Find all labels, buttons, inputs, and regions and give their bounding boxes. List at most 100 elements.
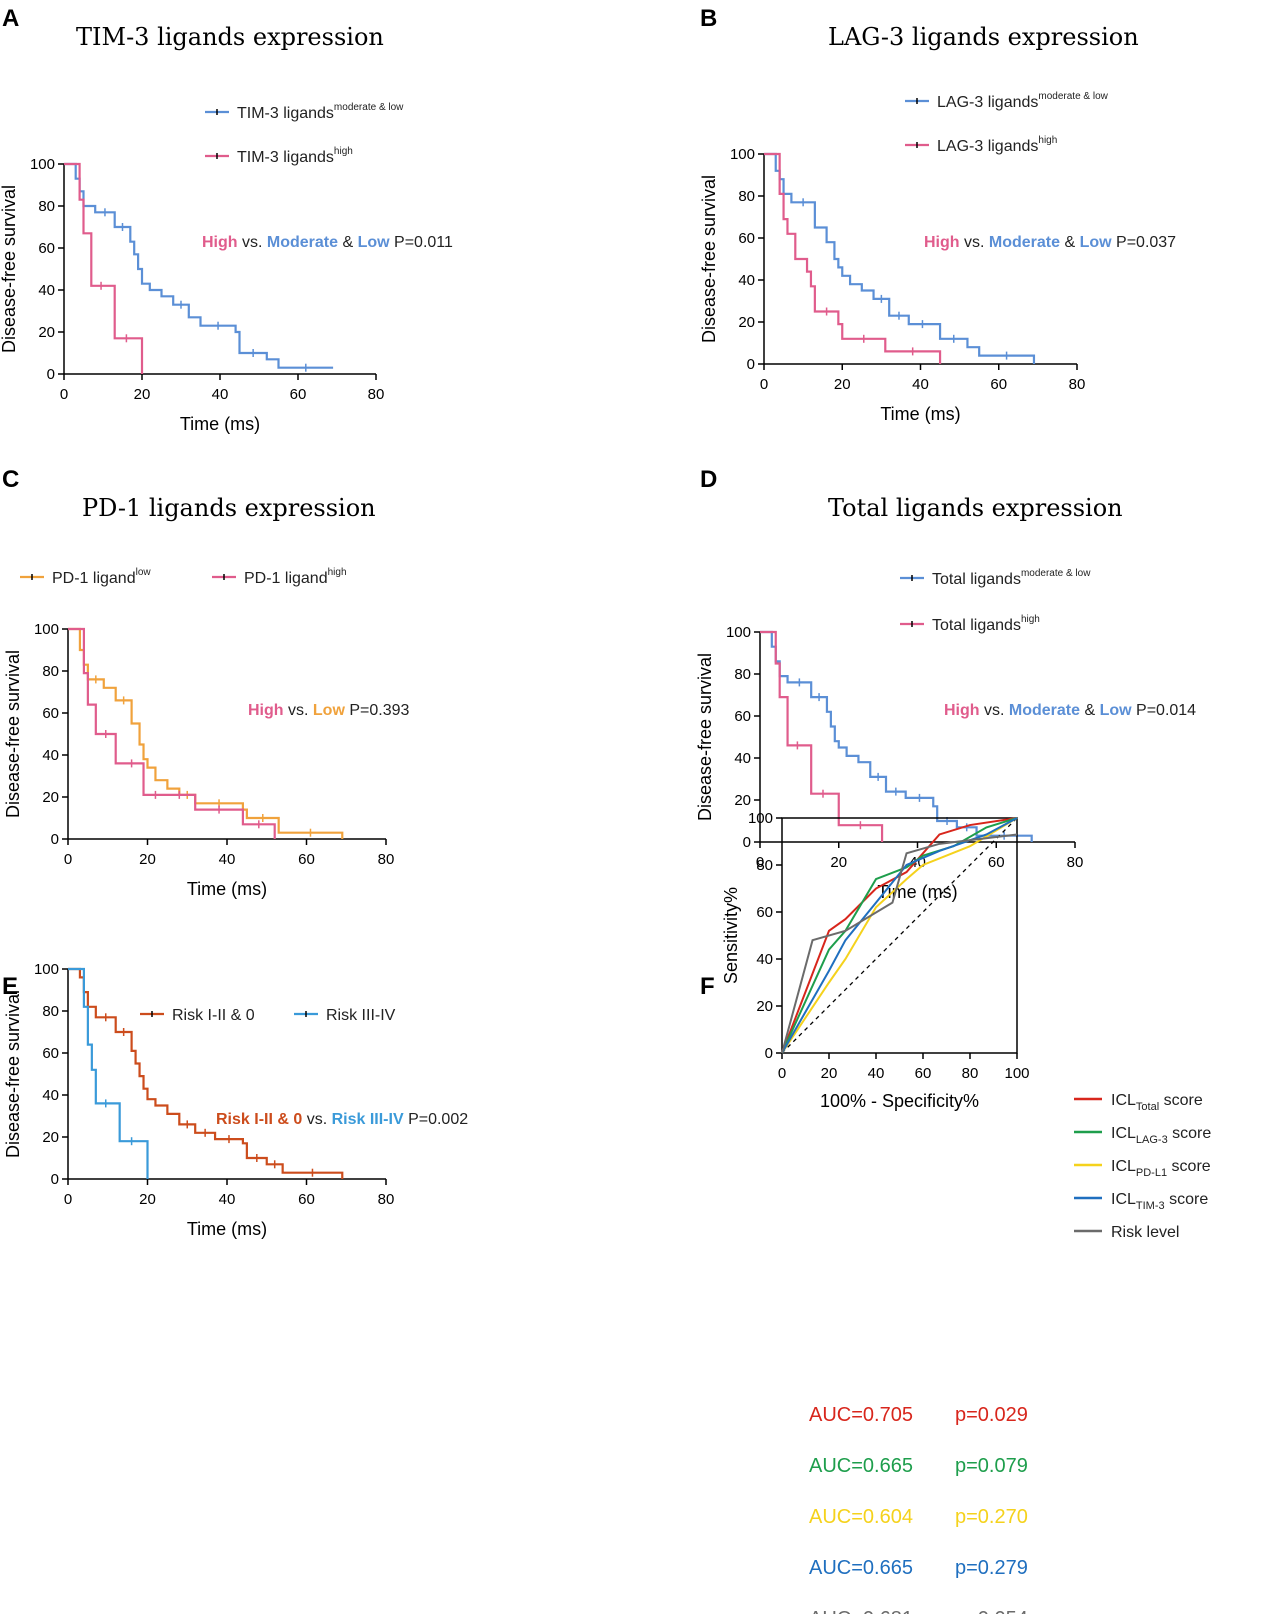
x-axis-label: Time (ms) (187, 879, 267, 899)
x-tick-label: 40 (212, 386, 229, 403)
p-value-annotation: High vs. Moderate & Low P=0.014 (944, 702, 1196, 719)
auc-value: AUC=0.705 (809, 1404, 913, 1426)
auc-value: AUC=0.665 (809, 1557, 913, 1579)
auc-p-value: p=0.279 (955, 1557, 1028, 1579)
y-tick-label: 40 (756, 951, 773, 968)
y-tick-label: 60 (756, 904, 773, 921)
x-tick-label: 80 (378, 1191, 395, 1208)
p-value-annotation: High vs. Moderate & Low P=0.037 (924, 234, 1176, 251)
x-tick-label: 80 (1069, 376, 1086, 393)
y-tick-label: 20 (42, 1129, 59, 1146)
y-tick-label: 60 (738, 230, 755, 247)
roc-curve (781, 817, 1018, 1054)
panel-B: B LAG-3 ligands expression 0 20 40 60 80 0 20 40 6… (699, 5, 1176, 424)
km-curve (64, 162, 334, 369)
km-curve (764, 152, 942, 364)
p-value-annotation: Risk I-II & 0 vs. Risk III-IV P=0.002 (216, 1111, 468, 1128)
y-axis-label: Disease-free survival (3, 990, 23, 1158)
x-tick-label: 60 (988, 854, 1005, 871)
roc-curve (781, 817, 1018, 1054)
km-curve (760, 630, 1033, 842)
y-tick-label: 0 (51, 1171, 59, 1188)
x-tick-label: 40 (868, 1065, 885, 1082)
y-axis-label: Disease-free survival (0, 185, 19, 353)
legend-label: ICLPD-L1 score (1111, 1158, 1211, 1179)
x-tick-label: 60 (990, 376, 1007, 393)
x-tick-label: 80 (378, 851, 395, 868)
chart-title: Total ligands expression (828, 494, 1123, 522)
x-tick-label: 100 (1004, 1065, 1029, 1082)
panel-letter: F (700, 973, 715, 1000)
x-tick-label: 20 (830, 854, 847, 871)
legend-label: Total ligandshigh (932, 614, 1040, 634)
y-tick-label: 20 (756, 998, 773, 1015)
x-tick-label: 0 (60, 386, 68, 403)
x-tick-label: 20 (139, 851, 156, 868)
y-tick-label: 40 (734, 750, 751, 767)
x-tick-label: 60 (298, 1191, 315, 1208)
legend-label: ICLTotal score (1111, 1092, 1203, 1113)
x-tick-label: 80 (368, 386, 385, 403)
y-tick-label: 100 (726, 624, 751, 641)
panel-letter: A (2, 5, 19, 32)
y-tick-label: 40 (42, 747, 59, 764)
x-tick-label: 40 (219, 1191, 236, 1208)
x-tick-label: 60 (915, 1065, 932, 1082)
x-tick-label: 80 (1067, 854, 1084, 871)
legend-label: Total ligandsmoderate & low (932, 568, 1091, 588)
km-curve (68, 967, 344, 1179)
y-tick-label: 100 (30, 156, 55, 173)
p-value-annotation: High vs. Low P=0.393 (248, 702, 409, 719)
x-axis-label: Time (ms) (880, 404, 960, 424)
x-tick-label: 0 (64, 1191, 72, 1208)
auc-p-value: p=0.029 (955, 1404, 1028, 1426)
y-tick-label: 80 (42, 1003, 59, 1020)
x-axis-label: Time (ms) (180, 414, 260, 434)
plot-frame (781, 817, 1018, 1054)
y-tick-label: 100 (748, 810, 773, 827)
x-tick-label: 40 (912, 376, 929, 393)
y-tick-label: 60 (42, 1045, 59, 1062)
y-tick-label: 80 (734, 666, 751, 683)
roc-curve (781, 817, 1018, 1054)
y-axis-label: Disease-free survival (699, 175, 719, 343)
chart-title: PD-1 ligands expression (82, 494, 376, 522)
legend-label: TIM-3 ligandshigh (237, 146, 353, 166)
panel-letter: E (2, 973, 18, 1000)
x-tick-label: 80 (962, 1065, 979, 1082)
y-tick-label: 100 (730, 146, 755, 163)
y-tick-label: 60 (734, 708, 751, 725)
y-tick-label: 80 (38, 198, 55, 215)
legend-label: PD-1 ligandlow (52, 567, 151, 587)
panel-C: C PD-1 ligands expression 0 20 40 60 80 0 20 40 60… (2, 466, 409, 899)
panel-letter: C (2, 466, 19, 493)
y-tick-label: 0 (765, 1045, 773, 1062)
legend-label: Risk III-IV (326, 1007, 396, 1024)
roc-curve (781, 833, 1018, 1054)
y-tick-label: 40 (738, 272, 755, 289)
legend-label: LAG-3 ligandsmoderate & low (937, 91, 1109, 111)
auc-p-value: p=0.270 (955, 1506, 1028, 1528)
y-tick-label: 0 (47, 366, 55, 383)
auc-value: AUC=0.665 (809, 1455, 913, 1477)
y-tick-label: 20 (38, 324, 55, 341)
roc-curve (781, 817, 1018, 1054)
x-tick-label: 0 (756, 854, 764, 871)
panel-F: F 0 20 40 60 80 100 0 20 40 60 80 100 100% - Specific… (700, 810, 1211, 1614)
auc-value: AUC=0.681 (809, 1608, 913, 1614)
legend-label: LAG-3 ligandshigh (937, 135, 1057, 155)
legend-label: ICLTIM-3 score (1111, 1191, 1208, 1212)
auc-value: AUC=0.604 (809, 1506, 913, 1528)
auc-p-value: p=0.054 (955, 1608, 1028, 1614)
y-tick-label: 100 (34, 621, 59, 638)
y-tick-label: 20 (734, 792, 751, 809)
x-axis-label: Time (ms) (187, 1219, 267, 1239)
x-tick-label: 60 (298, 851, 315, 868)
panel-letter: D (700, 466, 717, 493)
x-tick-label: 0 (64, 851, 72, 868)
chart-title: LAG-3 ligands expression (828, 23, 1139, 51)
km-curve (764, 152, 1036, 364)
y-axis-label: Sensitivity% (721, 887, 741, 984)
